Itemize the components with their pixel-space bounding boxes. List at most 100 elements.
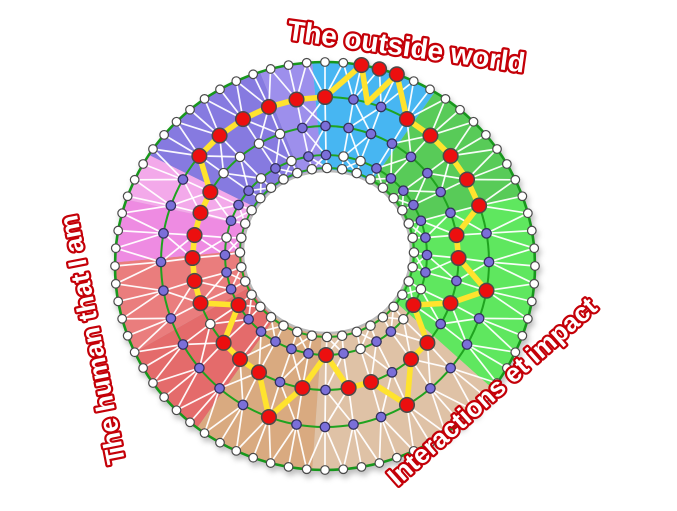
red-score-node[interactable] [215,334,232,351]
grid-node[interactable] [248,69,259,80]
grid-node[interactable] [407,232,418,244]
purple-profile-node[interactable] [165,200,177,211]
red-score-node[interactable] [398,111,416,128]
grid-node[interactable] [239,276,251,287]
purple-profile-node[interactable] [319,421,331,433]
grid-node[interactable] [138,363,149,373]
grid-node[interactable] [215,84,225,95]
grid-node[interactable] [365,174,376,185]
red-score-node[interactable] [419,334,436,351]
red-score-node[interactable] [211,127,228,144]
grid-node[interactable] [171,405,182,416]
grid-node[interactable] [320,57,330,67]
grid-node[interactable] [455,417,465,428]
grid-node[interactable] [529,243,540,254]
purple-profile-node[interactable] [303,348,314,359]
purple-profile-node[interactable] [270,163,281,174]
grid-node[interactable] [388,192,399,204]
purple-profile-node[interactable] [483,256,495,268]
red-score-node[interactable] [402,351,420,368]
purple-profile-node[interactable] [158,285,169,296]
grid-node[interactable] [529,278,540,289]
grid-node[interactable] [117,208,128,219]
purple-profile-node[interactable] [320,120,331,132]
grid-node[interactable] [248,452,259,463]
grid-node[interactable] [336,330,348,342]
purple-profile-node[interactable] [155,256,167,268]
grid-node[interactable] [278,320,289,331]
purple-profile-node[interactable] [270,336,281,347]
grid-node[interactable] [374,458,385,468]
grid-node[interactable] [522,208,533,219]
purple-profile-node[interactable] [451,275,462,287]
purple-profile-node[interactable] [286,343,297,355]
sector-pink-bright[interactable] [115,199,248,263]
red-score-node[interactable] [184,249,201,267]
red-score-node[interactable] [316,88,334,106]
sector-tan-dark[interactable] [197,316,322,470]
grid-node[interactable] [321,331,333,343]
red-score-node[interactable] [371,61,388,77]
purple-profile-node[interactable] [420,267,431,278]
grid-node[interactable] [440,428,451,439]
grid-node[interactable] [440,93,451,104]
grid-node[interactable] [501,363,512,373]
purple-profile-node[interactable] [274,376,286,388]
purple-profile-node[interactable] [233,199,244,211]
grid-node[interactable] [338,464,349,475]
grid-node[interactable] [110,243,121,254]
grid-node[interactable] [391,452,402,463]
red-score-node[interactable] [202,183,219,201]
grid-node[interactable] [265,458,276,468]
purple-profile-node[interactable] [445,207,456,219]
purple-profile-node[interactable] [385,326,397,337]
grid-node[interactable] [306,163,318,175]
grid-node[interactable] [265,64,276,74]
grid-node[interactable] [510,347,521,358]
red-score-node[interactable] [478,282,495,299]
red-score-node[interactable] [186,227,203,244]
grid-node[interactable] [265,182,277,194]
grid-node[interactable] [388,301,399,313]
grid-node[interactable] [365,320,376,331]
purple-profile-node[interactable] [297,122,308,134]
red-score-node[interactable] [288,91,305,108]
purple-profile-node[interactable] [415,215,427,227]
grid-node[interactable] [291,326,303,338]
red-score-node[interactable] [260,98,277,116]
purple-profile-node[interactable] [221,267,232,278]
red-score-node[interactable] [353,57,370,74]
purple-profile-node[interactable] [375,411,387,423]
grid-node[interactable] [218,167,229,179]
grid-node[interactable] [403,276,415,287]
red-score-node[interactable] [186,272,203,289]
purple-profile-node[interactable] [375,101,387,113]
purple-profile-node[interactable] [225,215,237,227]
sector-green-bright[interactable] [394,196,535,389]
grid-node[interactable] [338,151,349,162]
red-score-node[interactable] [294,379,311,397]
grid-node[interactable] [398,313,409,325]
grid-node[interactable] [291,167,303,179]
purple-profile-node[interactable] [165,313,177,324]
grid-node[interactable] [283,60,294,70]
grid-node[interactable] [215,437,225,448]
grid-node[interactable] [239,218,251,229]
grid-node[interactable] [278,174,289,185]
purple-profile-node[interactable] [255,326,267,337]
purple-profile-node[interactable] [420,232,431,243]
red-score-node[interactable] [250,364,268,381]
red-score-node[interactable] [317,346,335,364]
red-score-node[interactable] [448,227,465,244]
grid-node[interactable] [408,247,420,258]
grid-node[interactable] [113,296,124,307]
grid-node[interactable] [407,261,418,273]
grid-node[interactable] [283,462,294,472]
grid-node[interactable] [492,144,502,154]
red-score-node[interactable] [260,408,277,426]
purple-profile-node[interactable] [385,173,397,184]
grid-node[interactable] [255,173,267,184]
grid-node[interactable] [377,182,389,194]
purple-profile-node[interactable] [177,174,189,185]
purple-profile-node[interactable] [481,228,492,239]
